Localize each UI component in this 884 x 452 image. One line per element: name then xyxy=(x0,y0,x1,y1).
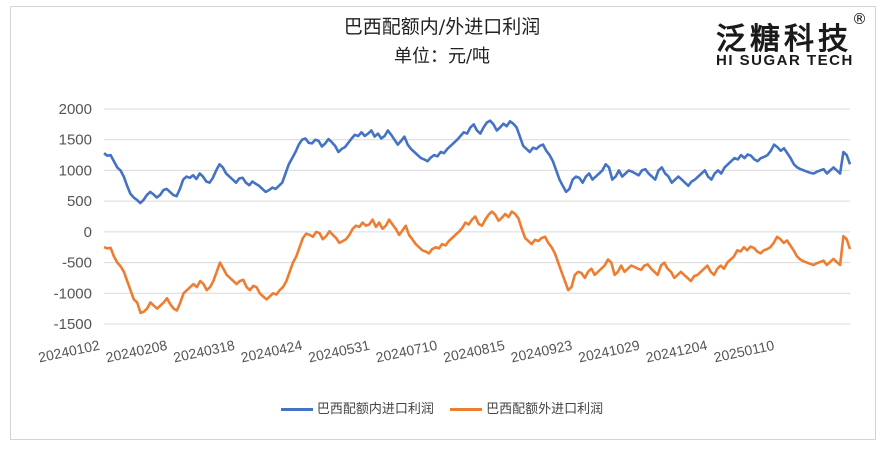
y-tick-label: -1000 xyxy=(54,285,92,302)
legend: 巴西配额内进口利润 巴西配额外进口利润 xyxy=(0,398,884,417)
y-tick-label: -500 xyxy=(62,255,92,272)
x-tick-label: 20240923 xyxy=(509,337,573,366)
x-tick-label: 20240424 xyxy=(239,337,303,366)
x-tick-label: 20240531 xyxy=(307,337,371,366)
series-line-out-quota xyxy=(103,210,852,315)
brand-logo-text: 泛糖科技 xyxy=(716,22,852,57)
x-tick-label: 20241029 xyxy=(577,337,641,366)
legend-swatch-in-quota xyxy=(280,408,313,411)
y-axis-ticks: 2000 1500 1000 500 0 -500 -1000 -1500 xyxy=(54,101,92,333)
registered-mark: ® xyxy=(852,10,867,28)
grid-lines xyxy=(104,108,850,325)
legend-item-in-quota[interactable]: 巴西配额内进口利润 xyxy=(280,398,434,417)
legend-label-in-quota: 巴西配额内进口利润 xyxy=(316,402,434,417)
y-tick-label: 1500 xyxy=(59,132,92,149)
series-lines xyxy=(103,119,852,315)
y-tick-label: 2000 xyxy=(59,101,92,118)
chart-subtitle: 单位：元/吨 xyxy=(393,46,491,67)
chart-frame xyxy=(10,6,876,440)
x-tick-label: 20240710 xyxy=(374,337,438,366)
x-tick-label: 20240318 xyxy=(172,337,236,366)
y-tick-label: 1000 xyxy=(59,162,92,179)
x-tick-label: 20240208 xyxy=(104,337,168,366)
legend-swatch-out-quota xyxy=(450,408,483,411)
legend-item-out-quota[interactable]: 巴西配额外进口利润 xyxy=(450,398,603,417)
y-tick-label: 0 xyxy=(84,224,92,241)
y-tick-label: 500 xyxy=(67,193,92,210)
x-tick-label: 20240102 xyxy=(37,337,101,366)
x-tick-label: 20250110 xyxy=(712,337,775,365)
x-axis-ticks: 20240102 20240208 20240318 20240424 20240531… xyxy=(37,337,776,366)
chart-title: 巴西配额内/外进口利润 xyxy=(343,16,541,38)
brand-logo-subtitle: HI SUGAR TECH xyxy=(716,52,854,69)
x-tick-label: 20240815 xyxy=(442,337,506,366)
legend-label-out-quota: 巴西配额外进口利润 xyxy=(486,402,604,417)
series-line-in-quota xyxy=(103,119,852,205)
x-tick-label: 20241204 xyxy=(644,337,708,366)
y-tick-label: -1500 xyxy=(54,316,92,333)
